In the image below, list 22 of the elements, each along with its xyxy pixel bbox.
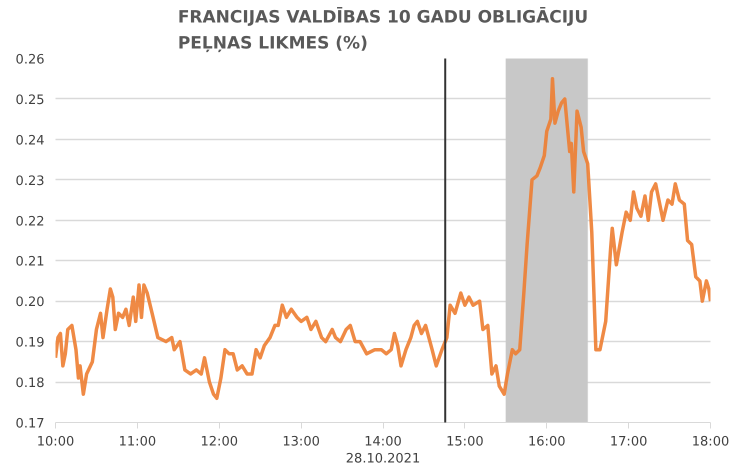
- y-tick-label: 0.19: [16, 336, 45, 351]
- x-tick-label: 14:00: [364, 434, 402, 450]
- y-tick-label: 0.25: [16, 92, 45, 108]
- x-tick-label: 12:00: [200, 434, 238, 450]
- y-tick-label: 0.26: [16, 52, 45, 68]
- x-tick-label: 18:00: [692, 434, 730, 450]
- line-series: [56, 76, 710, 400]
- y-tick-label: 0.17: [16, 416, 45, 432]
- y-tick-label: 0.21: [16, 254, 45, 270]
- y-tick-label: 0.18: [16, 376, 45, 392]
- chart-title: FRANCIJAS VALDĪBAS 10 GADU OBLIGĀCIJU PEĻŅAS LIKMES (%): [178, 6, 588, 54]
- x-tick-label: 16:00: [528, 434, 566, 450]
- x-tick-label: 13:00: [282, 434, 320, 450]
- x-tick-label: 17:00: [610, 434, 648, 450]
- x-tick-label: 11:00: [118, 434, 156, 450]
- y-tick-label: 0.24: [16, 133, 45, 148]
- y-tick-label: 0.23: [16, 174, 45, 189]
- y-tick-label: 0.20: [16, 295, 45, 310]
- y-tick-label: 0.22: [16, 214, 45, 230]
- x-tick-label: 15:00: [446, 434, 484, 450]
- x-tick-label: 10:00: [36, 434, 74, 450]
- x-axis-title: 28.10.2021: [346, 452, 420, 466]
